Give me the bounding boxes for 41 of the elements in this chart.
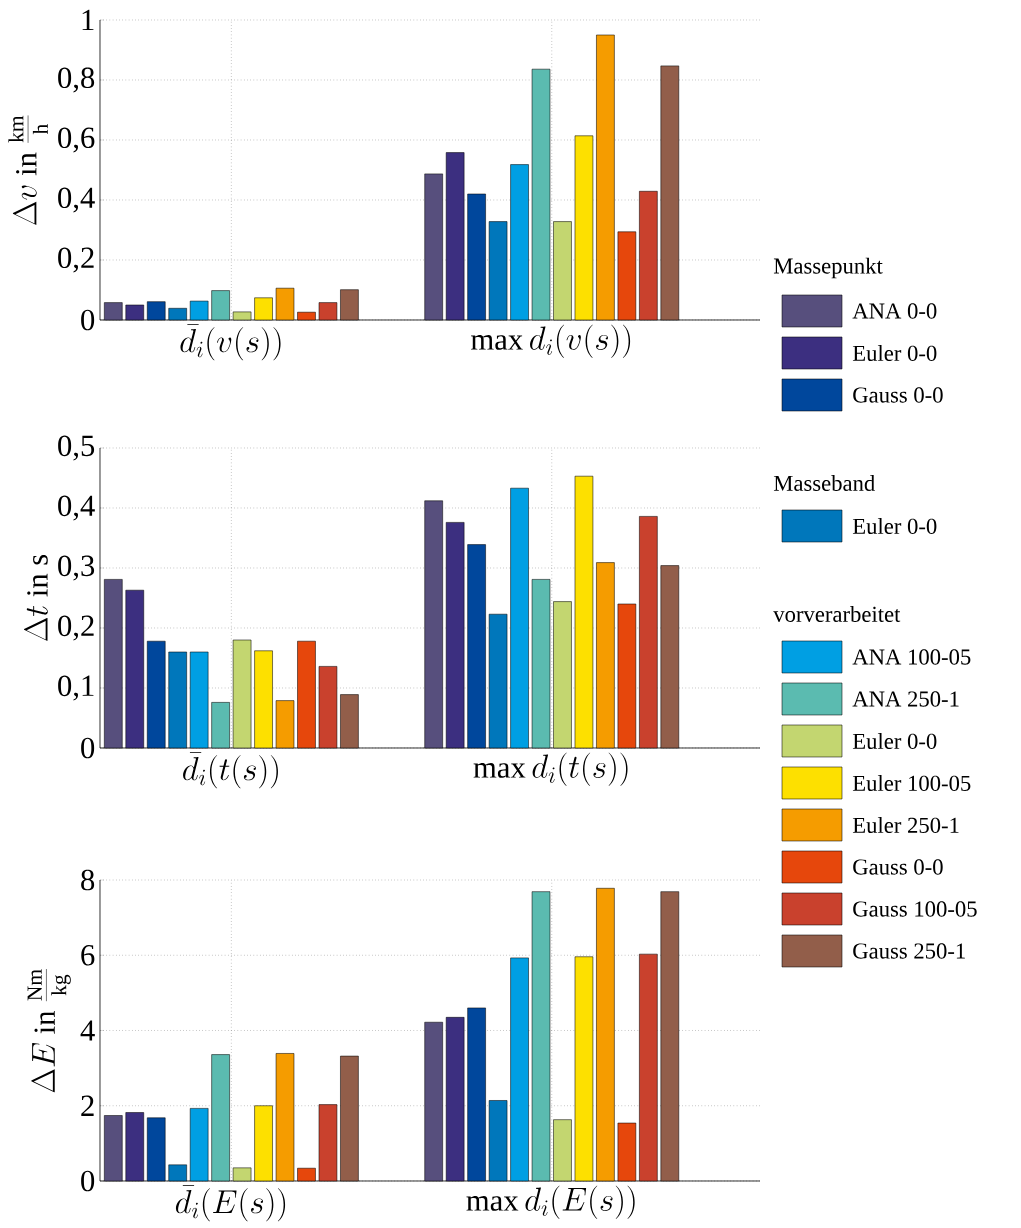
x-tick-label: $\bar{d}_i(v(s))$ bbox=[180, 324, 281, 361]
legend-label: Gauss 0-0 bbox=[853, 387, 943, 403]
y-tick-label: 0,6 bbox=[58, 127, 95, 153]
y-tick-label: 0 bbox=[81, 737, 95, 759]
legend-label: Euler 0-0 bbox=[852, 733, 937, 749]
y-tick-label: 0,2 bbox=[58, 615, 94, 641]
legend-label: ANA 250-1 bbox=[852, 691, 959, 707]
legend-label: Gauss 250-1 bbox=[853, 943, 965, 959]
y-tick-label: 0,2 bbox=[58, 247, 94, 273]
text: Massepunkt bbox=[773, 257, 883, 279]
legend-label: Euler 0-0 bbox=[852, 518, 937, 534]
y-tick-label: 0,5 bbox=[58, 435, 95, 461]
y-tick-label: 0,4 bbox=[58, 495, 95, 521]
legend-label: Euler 0-0 bbox=[852, 345, 937, 361]
y-tick-label: 0,4 bbox=[58, 187, 95, 213]
x-tick-label: $\max d_i(v(s))$ bbox=[471, 324, 631, 358]
y-tick-label: 0 bbox=[81, 309, 95, 331]
x-tick-label: $\bar{d}_i(E(s))$ bbox=[175, 1185, 286, 1222]
y-tick-label: 8 bbox=[81, 869, 95, 891]
text: Masseband bbox=[773, 475, 875, 491]
y-axis-title: $\Delta t\ \mathrm{in\ s}$ bbox=[24, 554, 48, 641]
text: vorverarbeitet bbox=[773, 606, 901, 622]
legend-label: Gauss 0-0 bbox=[853, 859, 943, 875]
legend-label: Euler 250-1 bbox=[852, 817, 959, 833]
y-tick-label: 0,3 bbox=[58, 555, 95, 581]
x-tick-label: $\bar{d}_i(t(s))$ bbox=[183, 752, 278, 789]
y-axis-title: $\Delta v\ \mathrm{in}\ \frac{\mathrm{km}}{\mathrm{h}}$ bbox=[8, 115, 48, 225]
y-tick-label: 2 bbox=[81, 1095, 94, 1116]
y-tick-label: 0,8 bbox=[58, 67, 95, 93]
legend-label: ANA 0-0 bbox=[852, 303, 937, 319]
x-tick-label: $\max d_i(E(s))$ bbox=[466, 1185, 635, 1219]
legend-label: ANA 100-05 bbox=[852, 649, 971, 665]
legend-label: Gauss 100-05 bbox=[853, 901, 977, 917]
y-tick-label: 0 bbox=[81, 1170, 95, 1192]
y-tick-label: 1 bbox=[82, 9, 94, 31]
legend-label: Euler 100-05 bbox=[852, 775, 971, 791]
y-tick-label: 4 bbox=[80, 1020, 95, 1041]
x-tick-label: $\max d_i(t(s))$ bbox=[473, 752, 628, 786]
y-tick-label: 6 bbox=[81, 944, 95, 966]
y-axis-title: $\Delta E\ \mathrm{in}\ \frac{\mathrm{Nm}}{\mathrm{kg}}$ bbox=[27, 969, 71, 1093]
y-tick-label: 0,1 bbox=[58, 675, 94, 701]
